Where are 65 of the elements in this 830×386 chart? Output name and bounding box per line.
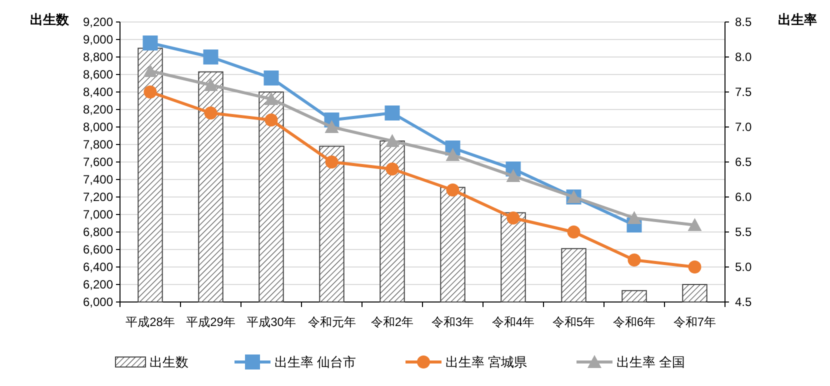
point <box>628 254 641 266</box>
y-tick-label: 8,800 <box>82 50 114 64</box>
legend-label: 出生率 全国 <box>616 354 686 370</box>
y-axis-title: 出生数 <box>30 12 70 27</box>
point <box>325 156 338 168</box>
point <box>264 114 278 126</box>
y-tick-label: 7,800 <box>82 138 114 152</box>
x-tick-label: 令和3年 <box>431 315 474 329</box>
point <box>142 36 158 50</box>
point <box>204 106 218 120</box>
point <box>446 148 460 161</box>
y-tick-label: 8,400 <box>82 85 114 100</box>
y2-tick-label: 8.0 <box>735 50 752 64</box>
x-tick-label: 平成30年 <box>246 315 296 329</box>
legend-label: 出生数 <box>150 354 188 370</box>
x-tick-label: 令和7年 <box>673 315 716 329</box>
y-tick-label: 7,600 <box>82 155 114 170</box>
point <box>627 211 642 224</box>
y-tick-label: 8,200 <box>82 102 114 117</box>
y-tick-label: 8,000 <box>82 120 114 134</box>
y-tick-label: 8,600 <box>82 68 114 82</box>
x-tick-label: 平成28年 <box>126 315 175 329</box>
legend-label: 出生率 宮城県 <box>446 354 528 370</box>
point <box>506 212 520 224</box>
point <box>385 134 400 147</box>
y-tick-label: 7,400 <box>82 172 114 187</box>
point <box>506 169 520 182</box>
y-tick-label: 6,200 <box>82 278 114 292</box>
y-tick-label: 7,000 <box>82 208 114 222</box>
y-tick-label: 6,800 <box>82 225 114 240</box>
y2-tick-label: 6.0 <box>735 190 752 204</box>
point <box>384 106 400 120</box>
point <box>144 86 157 98</box>
point <box>688 218 702 231</box>
point <box>203 50 218 64</box>
point <box>264 92 278 105</box>
y2-tick-label: 7.0 <box>735 120 752 134</box>
y-tick-label: 7,200 <box>82 190 114 204</box>
point <box>446 184 460 196</box>
y-tick-label: 6,400 <box>82 260 114 274</box>
y2-tick-label: 7.5 <box>735 85 752 100</box>
point <box>324 120 339 133</box>
y-tick-label: 6,600 <box>82 242 114 257</box>
y-tick-label: 9,000 <box>82 32 114 47</box>
y-tick-label: 6,000 <box>82 295 114 310</box>
x-tick-label: 令和5年 <box>552 315 596 329</box>
legend-label: 出生率 仙台市 <box>274 354 356 370</box>
y2-tick-label: 6.5 <box>735 155 752 170</box>
point <box>386 162 399 176</box>
x-tick-label: 令和4年 <box>492 315 535 329</box>
point <box>264 70 279 86</box>
y2-tick-label: 8.5 <box>735 15 752 30</box>
y2-tick-label: 5.0 <box>735 260 752 274</box>
point <box>143 64 158 77</box>
y2-axis-title: 出生率 <box>778 12 817 27</box>
y2-tick-label: 4.5 <box>735 295 752 310</box>
x-tick-label: 平成29年 <box>186 315 236 329</box>
point <box>204 78 218 91</box>
y2-tick-label: 5.5 <box>735 225 752 240</box>
y-tick-label: 9,200 <box>82 15 114 30</box>
point <box>688 260 702 274</box>
x-tick-label: 令和元年 <box>308 315 356 329</box>
x-tick-label: 令和2年 <box>370 315 414 329</box>
point <box>567 226 580 238</box>
x-tick-label: 令和6年 <box>612 315 656 329</box>
